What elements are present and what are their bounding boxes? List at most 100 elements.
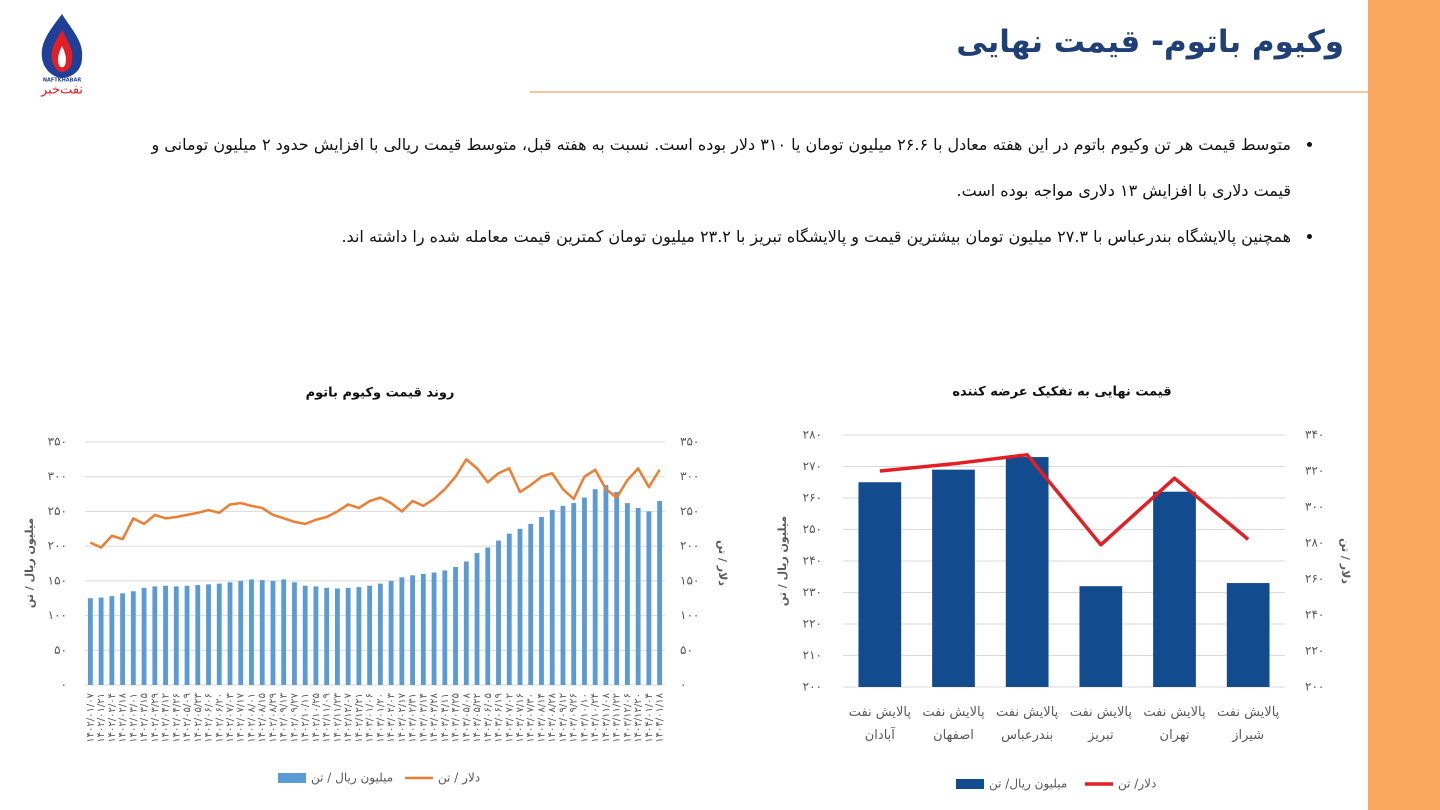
x-tick-label: ۱۴۰۳/۰۱/۲۰ (375, 693, 386, 743)
bar (453, 566, 458, 685)
x-tick-label: ۱۴۰۲/۱۱/۲۳ (332, 692, 343, 742)
legend-swatch (278, 773, 306, 783)
y-tick-label: ۲۷۰ (803, 459, 822, 473)
bar (238, 580, 244, 685)
x-tick-label: ۱۴۰۲/۰۳/۱۵ (139, 693, 150, 743)
x-tick-label: ۱۴۰۳/۱۱/۲۲ (612, 693, 623, 743)
x-tick-label: ۱۴۰۳/۰۷/۱۶ (515, 693, 526, 743)
x-tick-label: ۱۴۰۳/۰۱/۰۶ (365, 693, 376, 743)
x-tick-label: ۱۴۰۳/۰۳/۱۴ (418, 693, 429, 743)
x-tick-label: ۱۴۰۲/۰۲/۱۸ (118, 692, 129, 742)
bar (646, 511, 652, 685)
y-tick-label: ۲۲۰ (803, 617, 822, 631)
x-tick-label: ۱۴۰۳/۰۴/۲۵ (451, 693, 462, 743)
x-tick-label: ۱۴۰۲/۰۶/۲۰ (214, 693, 225, 743)
bar (539, 516, 544, 685)
y-tick-label: ۲۰۰ (48, 539, 67, 553)
bar (420, 573, 426, 685)
bar (1226, 583, 1270, 687)
x-tick-label: ۱۴۰۲/۰۳/۲۹ (150, 693, 161, 743)
y2-tick-label: ۳۰۰ (680, 469, 699, 483)
y2-tick-label: ۲۵۰ (680, 504, 699, 518)
y2-tick-label: ۲۰۰ (1305, 680, 1324, 694)
x-tick-label: ۱۴۰۳/۰۲/۳۱ (408, 693, 419, 743)
y-tick-label: ۲۰۰ (803, 680, 822, 694)
x-tick-label: ۱۴۰۳/۱۰/۲۴ (590, 693, 601, 743)
y-tick-label: ۱۵۰ (48, 573, 67, 587)
y-tick-label: ۲۳۰ (803, 585, 822, 599)
x-tick-label: ۱۴۰۳/۰۹/۱۲ (558, 693, 569, 743)
bar (195, 585, 201, 685)
bar (120, 593, 126, 685)
y2-tick-label: ۲۰۰ (680, 539, 699, 553)
x-tick-label: ۱۴۰۳/۰۹/۲۶ (569, 693, 580, 743)
y-tick-label: ۲۵۰ (803, 522, 822, 536)
x-tick-label: ۱۴۰۲/۰۳/۰۱ (128, 693, 139, 743)
x-tick-label: ۱۴۰۲/۰۶/۰۶ (204, 693, 215, 743)
bar (302, 585, 308, 685)
x-tick-label: ۱۴۰۲/۱۰/۱۱ (300, 693, 311, 743)
x-tick-label: ۱۴۰۲/۱۲/۰۷ (343, 692, 354, 742)
bar (474, 553, 480, 685)
bullet: همچنین پالایشگاه بندرعباس با ۲۷.۳ میلیون… (150, 214, 1295, 260)
bar (184, 585, 190, 685)
x-tick-label: ۱۴۰۲/۱۱/۰۹ (322, 693, 333, 743)
legend-label: دلار / تن (438, 771, 480, 786)
x-tick-label: ۱۴۰۳/۱۲/۲۰ (633, 693, 644, 743)
bar (334, 588, 340, 685)
bar (98, 597, 104, 685)
bar (227, 582, 233, 685)
y2-tick-label: ۳۵۰ (680, 435, 699, 449)
y-tick-label: ۳۵۰ (48, 435, 67, 449)
bar (377, 583, 383, 685)
bar (259, 580, 265, 685)
x-tick-label: ۱۴۰۲/۱۰/۲۵ (311, 693, 322, 743)
bar (87, 598, 93, 685)
y2-tick-label: ۱۰۰ (680, 608, 699, 622)
y-tick-label: ۲۱۰ (803, 648, 822, 662)
slide-title: وکیوم باتوم- قیمت نهایی (956, 24, 1344, 60)
bar (173, 586, 179, 685)
y-tick-label: ۲۸۰ (803, 428, 822, 442)
y2-tick-label: ۲۸۰ (1305, 536, 1324, 550)
legend-label: میلیون ریال/ تن (989, 777, 1067, 792)
header-rule (530, 91, 1368, 93)
axis-title: دلار / تن (716, 540, 729, 586)
y2-tick-label: ۲۴۰ (1305, 608, 1324, 622)
x-tick-label: ۱۴۰۳/۱۱/۰۸ (601, 692, 612, 742)
chart-title: قیمت نهایی به تفکیک عرضه کننده (952, 385, 1171, 400)
x-tick-label: ۱۴۰۲/۰۹/۲۷ (289, 692, 300, 742)
x-tick-label: ۱۴۰۲/۰۷/۰۳ (225, 692, 236, 742)
bar (141, 587, 147, 685)
logo-flame (58, 46, 66, 68)
y-tick-label: ۲۴۰ (803, 554, 822, 568)
bar (657, 501, 663, 685)
y-tick-label: ۲۵۰ (48, 504, 67, 518)
bar (932, 469, 975, 687)
x-tick-label: ۱۴۰۲/۰۱/۲۱ (96, 693, 107, 743)
x-tick-label: ۱۴۰۲/۰۱/۰۷ (85, 692, 96, 742)
x-tick-label: ۱۴۰۳/۰۸/۲۸ (547, 692, 558, 742)
bullet-list: متوسط قیمت هر تن وکیوم باتوم در این هفته… (150, 122, 1323, 260)
x-tick-label: پالایش نفت اصفهان (922, 705, 985, 743)
x-tick-label: ۱۴۰۳/۰۲/۰۳ (386, 692, 397, 742)
bar (571, 503, 577, 685)
x-tick-label: ۱۴۰۳/۰۷/۳۰ (526, 693, 537, 743)
x-tick-label: ۱۴۰۲/۰۴/۱۲ (161, 693, 172, 743)
bar (345, 587, 351, 685)
x-tick-label: ۱۴۰۲/۰۸/۲۹ (268, 693, 279, 743)
legend-label: میلیون ریال / تن (311, 771, 393, 786)
bar (635, 507, 641, 685)
x-tick-label: ۱۴۰۲/۰۴/۲۶ (171, 693, 182, 743)
bar (324, 587, 330, 685)
bar (356, 587, 362, 685)
x-tick-label: پالایش نفت تبریز (1070, 705, 1133, 743)
bar (858, 482, 902, 687)
bar (216, 583, 222, 685)
x-tick-label: ۱۴۰۳/۰۸/۱۴ (536, 693, 547, 743)
bar (624, 503, 630, 685)
x-tick-label: ۱۴۰۴/۰۱/۱۸ (655, 692, 666, 742)
bar (270, 580, 276, 685)
